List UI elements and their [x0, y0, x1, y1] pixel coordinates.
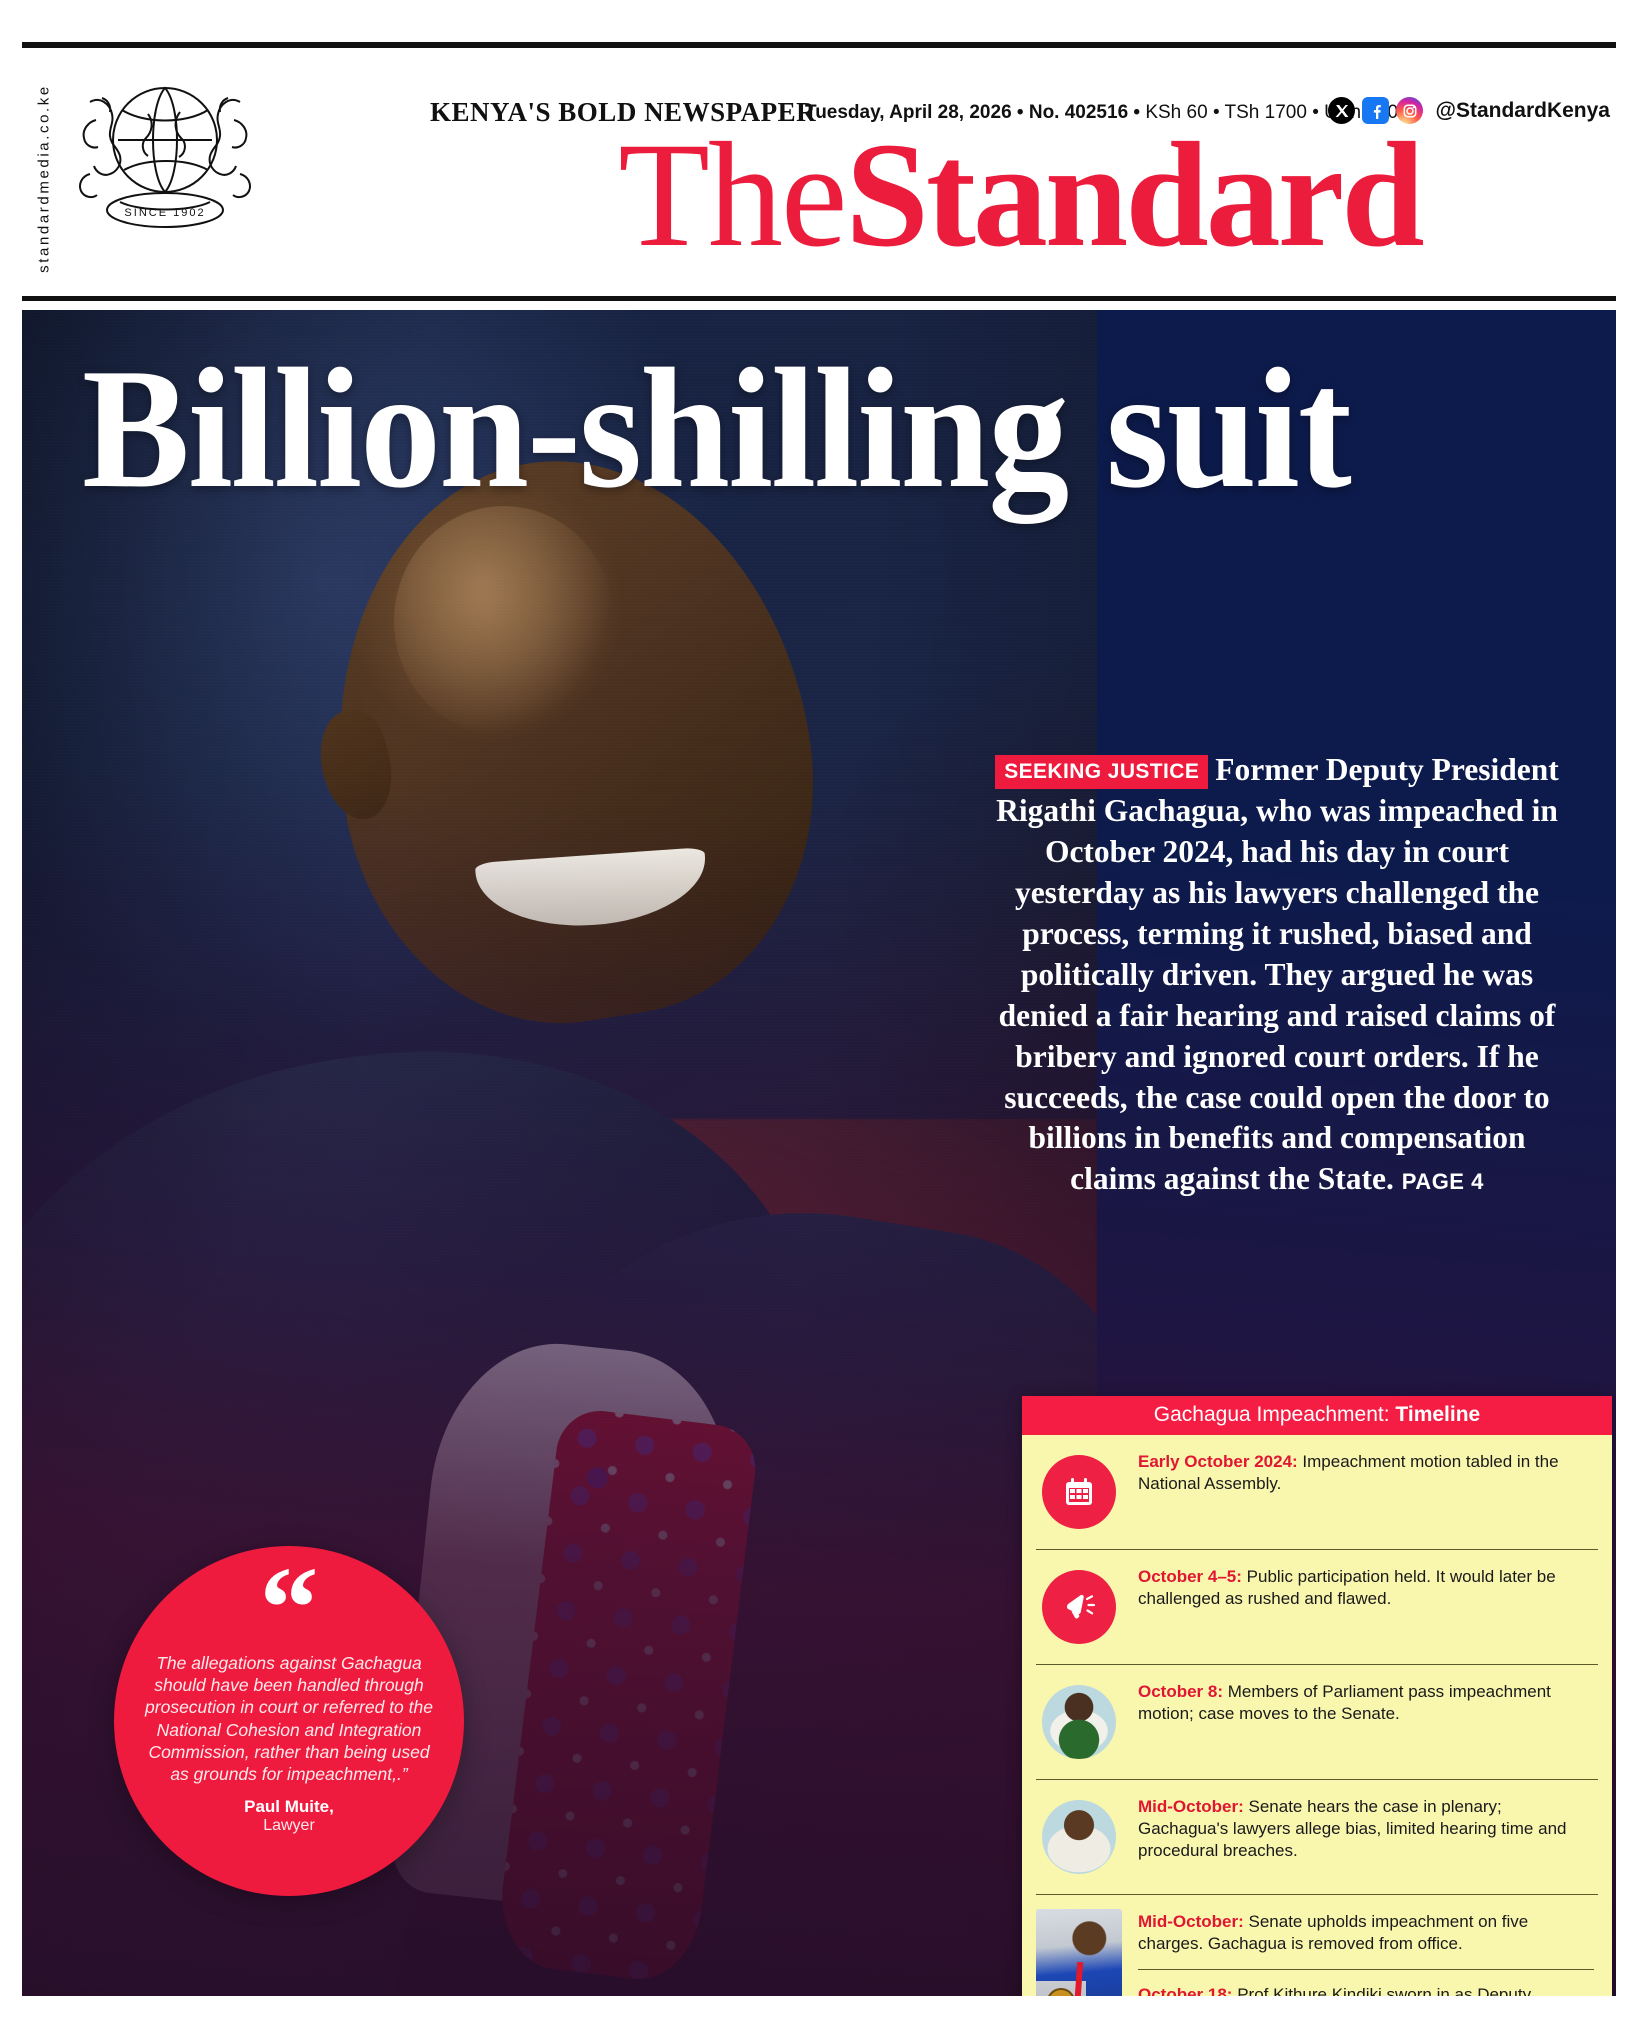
timeline-entry-body: Impeachment motion tabled in the Nationa… — [1138, 1452, 1559, 1494]
lead-story-panel: Billion-shilling suit SEEKING JUSTICE For… — [22, 310, 1616, 1996]
impeachment-timeline: Gachagua Impeachment: Timeline Early Oct… — [1022, 1396, 1612, 1996]
timeline-entry-body: Senate hears the case in plenary; Gachag… — [1138, 1797, 1567, 1861]
senate-speaker-portrait — [1042, 1800, 1116, 1874]
timeline-entry-date: October 8: — [1138, 1682, 1224, 1701]
timeline-icon-cell — [1036, 1449, 1122, 1535]
timeline-title-bold: Timeline — [1395, 1403, 1481, 1426]
megaphone-icon — [1042, 1570, 1116, 1644]
timeline-entry-text: Mid-October: Senate upholds impeachment … — [1138, 1909, 1594, 1969]
timeline-entry: Mid-October: Senate hears the case in pl… — [1036, 1780, 1598, 1895]
timeline-title-plain: Gachagua Impeachment: — [1153, 1403, 1396, 1426]
page-reference: PAGE 4 — [1401, 1169, 1484, 1195]
timeline-entry-text: October 18: Prof Kithure Kindiki sworn i… — [1138, 1969, 1594, 1996]
standfirst-text: Former Deputy President Rigathi Gachagua… — [996, 752, 1559, 1197]
instagram-icon[interactable] — [1396, 97, 1424, 124]
timeline-entry-text: Mid-October: Senate hears the case in pl… — [1138, 1794, 1594, 1862]
wordmark-standard: Standard — [845, 112, 1424, 278]
pull-quote-text: The allegations against Gachagua should … — [145, 1653, 433, 1785]
wordmark-the: The — [618, 112, 847, 278]
pull-quote-bubble: “ The allegations against Gachagua shoul… — [114, 1546, 464, 1896]
svg-text:SINCE 1902: SINCE 1902 — [124, 207, 205, 219]
timeline-entry-date: October 18: — [1138, 1985, 1233, 1996]
timeline-icon-cell — [1036, 1679, 1122, 1765]
timeline-icon-cell — [1036, 1794, 1122, 1880]
quote-mark-icon: “ — [259, 1542, 319, 1673]
page-headline: Billion-shilling suit — [82, 334, 1352, 524]
facebook-icon[interactable] — [1362, 97, 1390, 124]
timeline-entry-body: Prof Kithure Kindiki sworn in as Deputy … — [1237, 1985, 1532, 1996]
timeline-entry-body: Members of Parliament pass impeachment m… — [1138, 1682, 1551, 1724]
masthead-wordmark: TheStandard — [430, 120, 1610, 270]
timeline-entry-body: Senate upholds impeachment on five charg… — [1138, 1912, 1529, 1954]
kindiki-swearing-in-photo — [1036, 1909, 1122, 1996]
status-badge: SEEKING JUSTICE — [995, 755, 1209, 790]
masthead-bottom-rule — [22, 296, 1616, 301]
speaker-of-assembly-portrait — [1042, 1685, 1116, 1759]
masthead-kicker: KENYA'S BOLD NEWSPAPER — [430, 97, 817, 127]
timeline-entry: October 4–5: Public participation held. … — [1036, 1550, 1598, 1665]
lead-standfirst: SEEKING JUSTICE Former Deputy President R… — [982, 750, 1572, 1200]
timeline-body: Early October 2024: Impeachment motion t… — [1022, 1435, 1612, 1996]
pull-quote-attribution: Paul Muite, — [244, 1797, 334, 1817]
x-icon[interactable] — [1328, 97, 1356, 124]
social-links[interactable]: @StandardKenya — [1328, 97, 1610, 124]
masthead-top-rule — [22, 42, 1616, 48]
timeline-entry-date: Mid-October: — [1138, 1797, 1244, 1816]
social-handle[interactable]: @StandardKenya — [1435, 98, 1610, 122]
timeline-entry-date: Mid-October: — [1138, 1912, 1244, 1931]
pull-quote-role: Lawyer — [263, 1817, 315, 1835]
timeline-entry-pair: Mid-October: Senate upholds impeachment … — [1036, 1895, 1598, 1996]
timeline-entry: Early October 2024: Impeachment motion t… — [1036, 1435, 1598, 1550]
lions-and-globe-crest-icon: SINCE 1902 — [60, 62, 270, 242]
timeline-entry-body: Public participation held. It would late… — [1138, 1567, 1556, 1609]
website-url-vertical: standardmedia.co.ke — [35, 84, 53, 273]
timeline-icon-cell — [1036, 1564, 1122, 1650]
calendar-icon — [1042, 1455, 1116, 1529]
timeline-entry: October 8: Members of Parliament pass im… — [1036, 1665, 1598, 1780]
timeline-entry-text: October 8: Members of Parliament pass im… — [1138, 1679, 1594, 1725]
timeline-entry-text: October 4–5: Public participation held. … — [1138, 1564, 1594, 1610]
timeline-entry-date: Early October 2024: — [1138, 1452, 1298, 1471]
timeline-header: Gachagua Impeachment: Timeline — [1022, 1396, 1612, 1435]
timeline-entry-text: Early October 2024: Impeachment motion t… — [1138, 1449, 1594, 1495]
timeline-pair-text: Mid-October: Senate upholds impeachment … — [1138, 1909, 1594, 1996]
dateline-bold: Tuesday, April 28, 2026 • No. 402516 • — [805, 102, 1141, 123]
timeline-entry-date: October 4–5: — [1138, 1567, 1242, 1586]
